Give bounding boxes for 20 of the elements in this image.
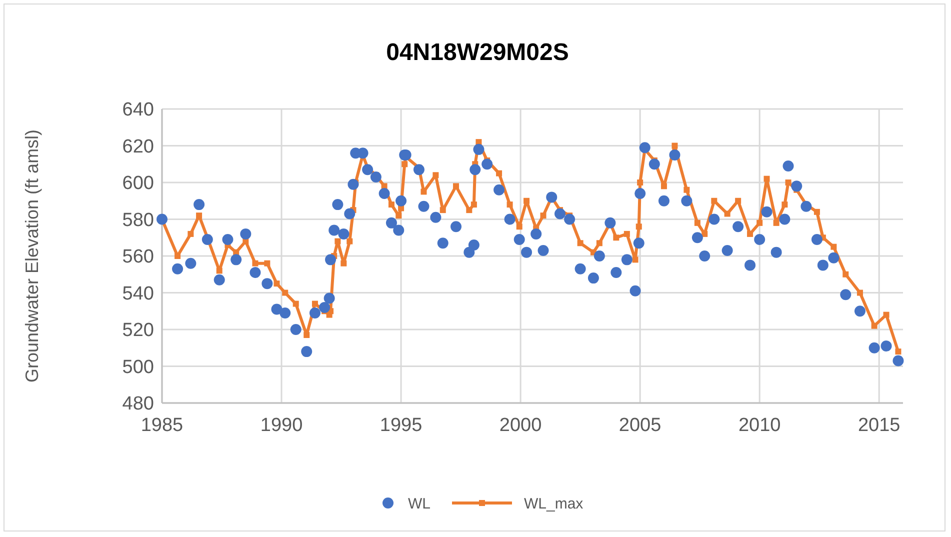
y-tick-label: 520 bbox=[122, 320, 154, 342]
y-tick-label: 600 bbox=[122, 173, 154, 194]
x-tick-label: 2000 bbox=[499, 415, 542, 436]
x-tick-label: 1995 bbox=[380, 415, 422, 436]
x-tick-label: 2010 bbox=[738, 415, 781, 436]
y-tick-label: 580 bbox=[122, 210, 154, 231]
y-tick-label: 540 bbox=[122, 283, 154, 304]
y-tick-label: 620 bbox=[122, 136, 154, 158]
y-tick-label: 560 bbox=[122, 246, 154, 268]
y-axis-title: Groundwater Elevation (ft amsl) bbox=[22, 129, 42, 383]
x-tick-label: 2015 bbox=[858, 415, 900, 436]
y-tick-label: 640 bbox=[122, 100, 154, 121]
y-tick-label: 500 bbox=[122, 356, 154, 378]
y-tick-label: 480 bbox=[122, 394, 154, 415]
legend-label: WL_max bbox=[524, 495, 584, 512]
legend-label: WL bbox=[408, 495, 430, 512]
chart-title: 04N18W29M02S bbox=[386, 39, 569, 66]
x-tick-label: 1985 bbox=[140, 415, 184, 436]
x-tick-label: 1990 bbox=[260, 415, 303, 436]
x-tick-label: 2005 bbox=[618, 415, 662, 436]
